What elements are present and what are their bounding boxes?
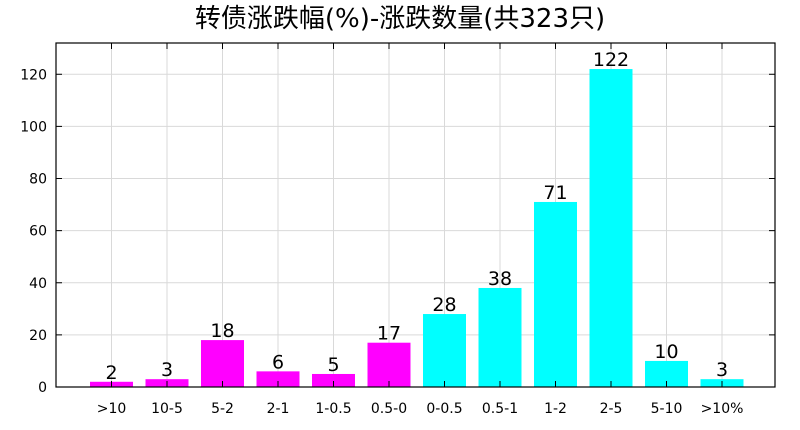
y-tick-label: 100 xyxy=(20,119,47,135)
y-tick-label: 20 xyxy=(29,328,47,344)
x-tick-label: 1-0.5 xyxy=(315,401,351,417)
x-tick-label: 0.5-0 xyxy=(371,401,407,417)
plot-frame xyxy=(55,42,776,388)
y-tick-label: 0 xyxy=(38,380,47,396)
bar-value-label: 28 xyxy=(432,294,456,316)
x-tick-label: 0.5-1 xyxy=(482,401,518,417)
bar-value-label: 5 xyxy=(327,354,339,376)
bar-value-label: 71 xyxy=(543,182,567,204)
x-tick-label: >10% xyxy=(701,401,744,417)
axes: 0 20 40 60 80 100 120 >10 10-5 5-2 2-1 1-0.5 0.5-0 0-… xyxy=(20,42,776,417)
chart-title: 转债涨跌幅(%)-涨跌数量(共323只) xyxy=(194,4,606,34)
bar-value-label: 17 xyxy=(377,323,401,345)
bar-2 xyxy=(201,340,244,387)
y-tick-label: 40 xyxy=(29,276,47,292)
y-tick-label: 80 xyxy=(29,172,47,188)
bars xyxy=(90,69,744,387)
bar-3 xyxy=(256,371,300,387)
x-tick-label: 5-10 xyxy=(651,401,683,417)
bar-value-label: 10 xyxy=(654,341,678,363)
bar-value-label: 38 xyxy=(488,268,512,290)
x-tick-label: 5-2 xyxy=(211,401,234,417)
x-tick-label: >10 xyxy=(97,401,127,417)
bar-value-label: 3 xyxy=(161,359,173,381)
bar-6 xyxy=(423,314,466,387)
bar-value-label: 3 xyxy=(716,359,728,381)
x-tick-label: 1-2 xyxy=(544,401,567,417)
bar-5 xyxy=(367,342,411,387)
bar-value-label: 2 xyxy=(105,362,117,384)
data-labels: 2 3 18 6 5 17 28 38 71 122 10 3 xyxy=(105,49,728,384)
y-tick-label: 120 xyxy=(20,67,47,83)
x-tick-label: 2-1 xyxy=(267,401,290,417)
bar-value-label: 122 xyxy=(593,49,629,71)
bar-value-label: 18 xyxy=(210,320,234,342)
x-tick-label: 10-5 xyxy=(151,401,183,417)
x-tick-label: 0-0.5 xyxy=(426,401,462,417)
bar-value-label: 6 xyxy=(272,351,284,373)
y-tick-label: 60 xyxy=(29,224,47,240)
bar-7 xyxy=(478,287,522,387)
bar-9 xyxy=(589,69,633,387)
bar-4 xyxy=(312,373,355,387)
grid-lines xyxy=(56,43,775,387)
x-tick-label: 2-5 xyxy=(600,401,623,417)
bar-8 xyxy=(534,201,577,387)
